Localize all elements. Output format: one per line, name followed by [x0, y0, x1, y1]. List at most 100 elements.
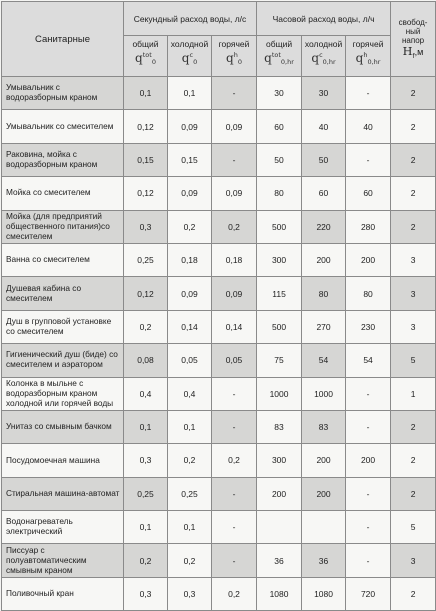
cell-qh-c: 220	[301, 209, 347, 244]
cell-qh-h: -	[345, 543, 392, 578]
cell-qh-h: 60	[345, 176, 392, 211]
fixture-name: Умывальник с водоразборным краном	[1, 75, 124, 111]
sec-cold-header: холодной qc0	[167, 35, 212, 77]
table-row: Писсуар с полуавтоматическим смывным кра…	[1, 543, 436, 578]
cell-qh-h: 200	[345, 242, 392, 278]
table-row: Ванна со смесителем 0,25 0,18 0,18 300 200 200…	[1, 242, 436, 278]
cell-q-tot: 0,15	[123, 142, 168, 178]
cell-qh-c: 200	[301, 476, 347, 512]
table-row: Гигиенический душ (биде) со смесителем и…	[1, 343, 436, 378]
table-row: Унитаз со смывным бачком 0,1 0,1-83 83-2	[1, 409, 436, 445]
cell-q-c: 0,2	[167, 543, 212, 578]
cell-qh-h: 80	[345, 276, 392, 311]
fixture-name: Водонагреватель электрический	[1, 510, 124, 545]
cell-qh-tot: 500	[256, 309, 303, 345]
cell-q-h: 0,14	[210, 309, 258, 345]
cell-q-h: 0,2	[210, 443, 258, 478]
cell-qh-tot: 80	[256, 176, 303, 211]
table-row: Мойка (для предприятий общественного пит…	[1, 209, 436, 244]
cell-q-tot: 0,1	[123, 75, 168, 111]
table-row: Водонагреватель электрический 0,1 0,1- -5	[1, 510, 436, 545]
cell-qh-tot: 83	[256, 409, 303, 445]
table-body: Умывальник с водоразборным краном 0,1 0,1-…	[1, 75, 436, 611]
cell-q-tot: 0,2	[123, 309, 168, 345]
table-row: Раковина, мойка с водоразборным краном 0,…	[1, 142, 436, 178]
table-row: Умывальник со смесителем 0,12 0,09 0,09 60 40…	[1, 109, 436, 144]
cell-qh-tot: 115	[256, 276, 303, 311]
cell-hf: 3	[390, 242, 436, 278]
cell-q-tot: 0,4	[123, 376, 168, 411]
fixture-name: Писсуар с полуавтоматическим смывным кра…	[1, 543, 124, 578]
cell-q-c: 0,3	[167, 576, 212, 611]
cell-hf: 2	[390, 576, 436, 611]
hourly-flow-group-header: Часовой расход воды, л/ч	[256, 1, 392, 36]
table-row: Мойка со смесителем 0,12 0,09 0,09 80 60 60 2	[1, 176, 436, 211]
cell-q-tot: 0,3	[123, 209, 168, 244]
cell-q-c: 0,4	[167, 376, 212, 411]
cell-qh-tot	[256, 510, 303, 545]
cell-q-tot: 0,2	[123, 543, 168, 578]
cell-q-h: 0,09	[210, 276, 258, 311]
cell-qh-c: 200	[301, 242, 347, 278]
cell-qh-h: -	[345, 476, 392, 512]
hour-hot-header: горячей qh0,hr	[345, 35, 392, 77]
fixture-name: Умывальник со смесителем	[1, 109, 124, 144]
cell-qh-c: 50	[301, 142, 347, 178]
cell-q-h: -	[210, 409, 258, 445]
cell-q-c: 0,1	[167, 409, 212, 445]
fixture-name: Душевая кабина со смесителем	[1, 276, 124, 311]
cell-q-tot: 0,25	[123, 476, 168, 512]
cell-qh-tot: 75	[256, 343, 303, 378]
cell-q-tot: 0,25	[123, 242, 168, 278]
cell-qh-c: 40	[301, 109, 347, 144]
cell-qh-h: 230	[345, 309, 392, 345]
cell-qh-c: 54	[301, 343, 347, 378]
cell-hf: 2	[390, 409, 436, 445]
sec-total-header: общий qtot0	[123, 35, 168, 77]
fixture-name: Унитаз со смывным бачком	[1, 409, 124, 445]
cell-qh-tot: 300	[256, 443, 303, 478]
cell-qh-tot: 36	[256, 543, 303, 578]
cell-q-h: 0,2	[210, 576, 258, 611]
cell-hf: 2	[390, 75, 436, 111]
fixture-name: Поливочный кран	[1, 576, 124, 611]
cell-q-tot: 0,3	[123, 576, 168, 611]
cell-q-c: 0,25	[167, 476, 212, 512]
table-row: Посудомоечная машина 0,3 0,2 0,2 300 200 200 2	[1, 443, 436, 478]
cell-qh-c: 60	[301, 176, 347, 211]
cell-q-tot: 0,12	[123, 109, 168, 144]
cell-q-h: 0,2	[210, 209, 258, 244]
cell-qh-tot: 50	[256, 142, 303, 178]
fixture-name: Стиральная машина-автомат	[1, 476, 124, 512]
cell-hf: 2	[390, 142, 436, 178]
fixture-name: Ванна со смесителем	[1, 242, 124, 278]
cell-qh-h: 54	[345, 343, 392, 378]
cell-qh-h: 200	[345, 443, 392, 478]
fixture-column-header: Санитарные	[1, 1, 124, 77]
cell-q-tot: 0,12	[123, 276, 168, 311]
hour-total-header: общий qtot0,hr	[256, 35, 303, 77]
cell-hf: 3	[390, 276, 436, 311]
cell-q-c: 0,1	[167, 75, 212, 111]
cell-qh-c: 83	[301, 409, 347, 445]
cell-q-c: 0,09	[167, 109, 212, 144]
cell-q-tot: 0,1	[123, 510, 168, 545]
fixture-name: Душ в групповой установке со смесителем	[1, 309, 124, 345]
cell-qh-c: 36	[301, 543, 347, 578]
cell-qh-tot: 200	[256, 476, 303, 512]
cell-q-h: -	[210, 142, 258, 178]
cell-qh-h: -	[345, 376, 392, 411]
cell-q-tot: 0,12	[123, 176, 168, 211]
cell-qh-h: 280	[345, 209, 392, 244]
cell-qh-c: 1000	[301, 376, 347, 411]
cell-qh-tot: 60	[256, 109, 303, 144]
cell-hf: 2	[390, 209, 436, 244]
cell-qh-h: -	[345, 510, 392, 545]
fixture-name: Колонка в мыльне с водоразборным краном …	[1, 376, 124, 411]
cell-hf: 3	[390, 543, 436, 578]
cell-qh-c: 80	[301, 276, 347, 311]
fixture-name: Гигиенический душ (биде) со смесителем и…	[1, 343, 124, 378]
cell-qh-tot: 300	[256, 242, 303, 278]
cell-q-c: 0,18	[167, 242, 212, 278]
